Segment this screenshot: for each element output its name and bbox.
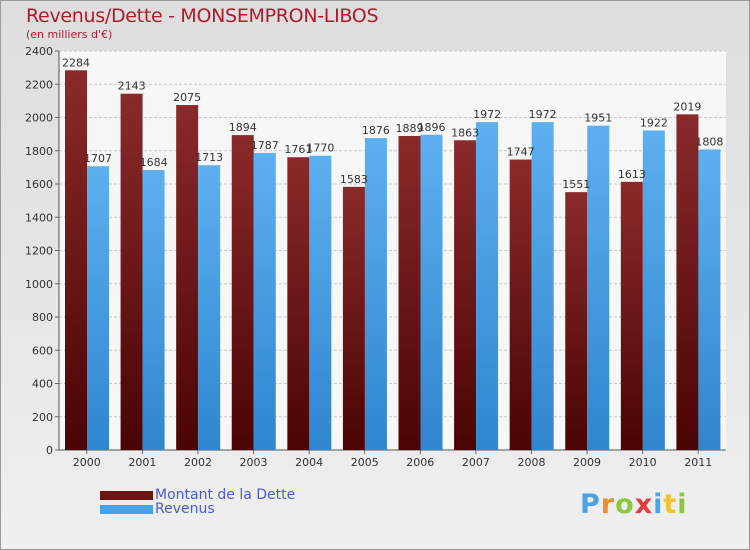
data-label-revenue: 1922 [640,116,668,129]
bar-revenue [198,165,221,450]
bar-debt [231,135,254,450]
bar-revenue [587,125,610,451]
logo-letter: i [677,489,688,520]
bar-revenue [420,134,443,451]
bar-debt [65,70,87,450]
x-tick-label: 2011 [684,456,712,469]
bar-debt [120,93,143,450]
bar-debt [454,140,477,450]
data-label-revenue: 1972 [529,108,557,121]
legend-label-debt: Montant de la Dette [155,487,296,503]
y-tick-label: 800 [32,311,53,324]
bar-revenue [364,138,387,451]
data-label-revenue: 1972 [473,108,501,121]
data-label-debt: 1894 [229,121,257,134]
bar-debt [676,114,699,450]
bar-debt [509,159,532,450]
data-label-revenue: 1808 [695,135,723,148]
bar-debt [565,192,588,451]
x-tick-label: 2001 [128,456,156,469]
bar-debt [398,135,421,451]
chart-subtitle: (en milliers d'€) [26,28,113,41]
bar-debt [620,181,643,450]
x-tick-label: 2009 [573,456,601,469]
data-label-debt: 1613 [618,168,646,181]
data-label-revenue: 1713 [195,151,223,164]
logo-letter: P [580,489,601,520]
legend-swatch-revenue [100,504,153,514]
bar-revenue [253,152,276,450]
bar-debt [287,157,310,450]
x-tick-label: 2005 [351,456,379,469]
legend-label-revenue: Revenus [155,501,215,517]
x-tick-label: 2008 [517,456,545,469]
y-tick-label: 1200 [25,245,53,258]
logo-letter: i [653,489,664,520]
bar-revenue [642,130,665,450]
legend-item-debt: Montant de la Dette [100,487,295,503]
data-label-debt: 1551 [562,178,590,191]
bar-revenue [309,155,332,451]
bar-revenue [142,170,165,450]
bar-revenue [87,166,109,450]
data-label-revenue: 1770 [306,142,334,155]
proxiti-logo: Proxiti [580,489,688,520]
x-tick-label: 2004 [295,456,323,469]
data-label-revenue: 1684 [140,156,168,169]
y-tick-label: 2200 [25,78,53,91]
logo-letter: o [615,489,635,520]
y-tick-label: 200 [32,411,53,424]
logo-letter: r [600,489,616,520]
data-label-debt: 2019 [673,100,701,113]
chart-title: Revenus/Dette - MONSEMPRON-LIBOS [26,5,379,27]
data-label-debt: 2143 [118,80,146,93]
y-tick-label: 1600 [25,178,53,191]
x-tick-label: 2003 [240,456,268,469]
x-tick-label: 2002 [184,456,212,469]
axes: 0 200 400 600 800 1000 1200 1400 1600 1800 2000 220… [25,45,726,469]
data-label-revenue: 1876 [362,124,390,137]
bar-debt [176,105,199,450]
x-tick-label: 2007 [462,456,490,469]
x-tick-label: 2010 [629,456,657,469]
legend-item-revenue: Revenus [100,501,215,517]
y-tick-label: 1800 [25,145,53,158]
data-labels: 2284 1707 2143 1684 2075 1713 1894 1787 17611770… [62,56,723,191]
x-tick-label: 2006 [406,456,434,469]
x-tick-label: 2000 [73,456,101,469]
bar-revenue [698,149,721,451]
data-label-revenue: 1707 [84,152,112,165]
data-label-debt: 1889 [396,122,424,135]
legend-swatch-debt [100,490,153,500]
data-label-debt: 2284 [62,56,90,69]
bar-revenue [476,122,499,450]
bar-debt [342,186,365,451]
data-label-debt: 1747 [507,146,535,159]
y-tick-label: 600 [32,344,53,357]
logo-letter: t [663,489,678,520]
y-tick-label: 2400 [25,45,53,58]
y-tick-label: 0 [46,444,53,457]
data-label-debt: 1863 [451,126,479,139]
y-tick-label: 1000 [25,278,53,291]
y-tick-label: 2000 [25,112,53,125]
data-label-debt: 1583 [340,173,368,186]
data-label-debt: 1761 [284,143,312,156]
bars [65,70,721,451]
bar-revenue [531,122,554,450]
data-label-revenue: 1787 [251,139,279,152]
logo-letter: x [634,489,654,520]
data-label-revenue: 1896 [418,121,446,134]
data-label-debt: 2075 [173,91,201,104]
y-tick-label: 1400 [25,211,53,224]
y-tick-label: 400 [32,378,53,391]
data-label-revenue: 1951 [584,112,612,125]
